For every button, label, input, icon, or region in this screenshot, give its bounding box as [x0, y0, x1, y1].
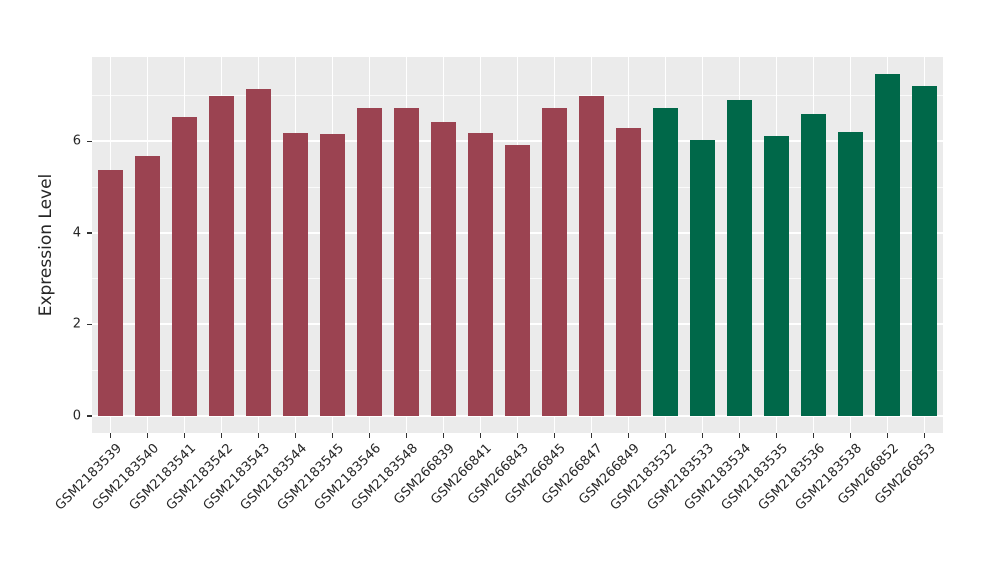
x-tick-mark [331, 433, 334, 438]
bar-GSM2183539 [97, 169, 124, 417]
x-tick-mark [220, 433, 223, 438]
bar-GSM266843 [504, 144, 531, 417]
bar-GSM2183540 [134, 155, 161, 417]
y-tick-label: 0 [72, 408, 81, 424]
x-tick-mark [109, 433, 112, 438]
bar-GSM2183532 [652, 108, 679, 417]
bar-GSM2183538 [837, 131, 864, 417]
bar-GSM2183542 [208, 95, 235, 417]
plot-area [92, 57, 943, 433]
y-tick-label: 2 [72, 316, 81, 332]
y-tick-mark [87, 323, 92, 326]
bar-GSM2183543 [245, 88, 272, 417]
bar-GSM266852 [874, 73, 901, 417]
bar-GSM2183546 [356, 108, 383, 417]
y-tick-mark [87, 415, 92, 417]
bar-GSM266841 [467, 133, 494, 417]
x-tick-mark [664, 433, 667, 438]
bar-GSM266853 [911, 86, 938, 417]
y-axis-label: Expression Level [36, 173, 56, 317]
bar-GSM2183535 [763, 135, 790, 417]
bar-GSM266847 [578, 96, 605, 417]
x-tick-mark [849, 433, 852, 438]
x-tick-mark [294, 433, 297, 438]
x-tick-mark [442, 433, 445, 438]
x-tick-mark [405, 433, 408, 438]
y-tick-mark [87, 140, 92, 143]
x-tick-mark [479, 433, 482, 438]
x-tick-mark [183, 433, 186, 438]
y-tick-label: 4 [72, 225, 81, 241]
bar-GSM2183541 [171, 116, 198, 417]
x-tick-mark [146, 433, 149, 438]
x-tick-mark [627, 433, 630, 438]
x-tick-mark [923, 433, 926, 438]
x-tick-mark [812, 433, 815, 438]
x-tick-mark [368, 433, 371, 438]
y-tick-mark [87, 232, 92, 234]
x-tick-mark [701, 433, 704, 438]
x-tick-mark [590, 433, 593, 438]
bar-GSM2183534 [726, 100, 753, 417]
x-tick-mark [886, 433, 889, 438]
x-tick-mark [553, 433, 556, 438]
x-tick-mark [257, 433, 260, 438]
bar-GSM2183536 [800, 113, 827, 417]
bar-GSM266839 [430, 122, 457, 417]
y-tick-label: 6 [72, 133, 81, 149]
x-tick-mark [516, 433, 519, 438]
bar-GSM2183544 [282, 133, 309, 417]
x-tick-mark [775, 433, 778, 438]
bar-GSM2183545 [319, 134, 346, 417]
bar-GSM266849 [615, 128, 642, 417]
bar-GSM266845 [541, 108, 568, 417]
bar-GSM2183533 [689, 139, 716, 417]
bar-GSM2183548 [393, 108, 420, 417]
x-tick-mark [738, 433, 741, 438]
